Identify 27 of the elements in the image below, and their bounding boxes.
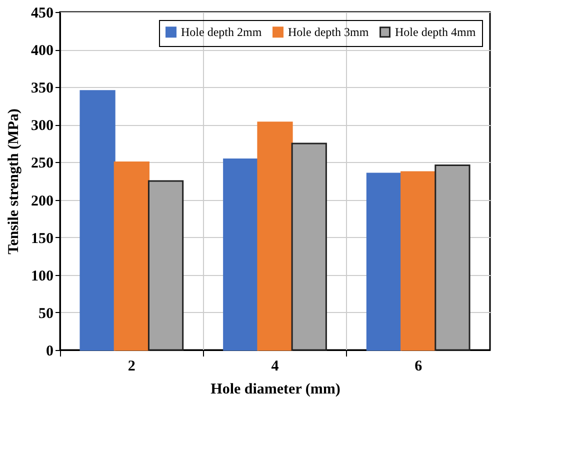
y-tick-label: 450 xyxy=(31,6,54,22)
legend-label: Hole depth 2mm xyxy=(181,25,262,40)
x-axis-title: Hole diameter (mm) xyxy=(210,382,340,398)
bar xyxy=(148,180,184,351)
y-tick-label: 100 xyxy=(31,268,54,284)
x-tick-label: 4 xyxy=(271,358,280,374)
y-tick-label: 150 xyxy=(31,230,54,247)
y-tick-label: 200 xyxy=(31,193,54,210)
bar xyxy=(223,158,259,351)
legend-label: Hole depth 4mm xyxy=(395,25,476,40)
x-tick-label: 6 xyxy=(414,358,423,374)
bar xyxy=(114,161,150,351)
bar xyxy=(366,172,402,351)
bar xyxy=(400,171,436,351)
bar xyxy=(257,122,293,351)
y-tick-label: 0 xyxy=(46,344,54,360)
y-tick-label: 400 xyxy=(31,43,54,60)
bar xyxy=(291,142,327,351)
y-tick-label: 300 xyxy=(31,118,54,134)
y-tick-label: 350 xyxy=(31,80,54,97)
x-tick-label: 2 xyxy=(128,358,136,374)
y-tick-label: 250 xyxy=(31,156,54,172)
y-axis-title: Tensile strength (MPa) xyxy=(6,108,22,254)
legend-label: Hole depth 3mm xyxy=(288,25,370,40)
y-tick-label: 50 xyxy=(38,306,54,322)
bar xyxy=(434,164,470,351)
bar xyxy=(80,90,116,351)
